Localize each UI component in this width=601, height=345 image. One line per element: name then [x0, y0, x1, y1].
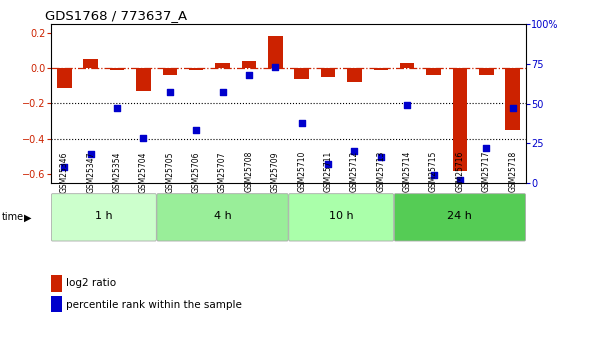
- Point: [59, 164, 69, 170]
- Point: [165, 90, 175, 95]
- Text: 4 h: 4 h: [214, 211, 231, 221]
- Bar: [505, 68, 520, 130]
- Bar: [294, 68, 309, 79]
- Text: GSM25706: GSM25706: [192, 151, 201, 193]
- Bar: [57, 68, 72, 88]
- Text: GSM25711: GSM25711: [323, 151, 332, 192]
- Point: [244, 72, 254, 78]
- Point: [429, 172, 438, 178]
- Point: [270, 64, 280, 70]
- Text: GSM25705: GSM25705: [165, 151, 174, 193]
- Bar: [136, 68, 151, 91]
- Bar: [242, 61, 256, 68]
- Text: GSM25717: GSM25717: [482, 151, 491, 193]
- Text: GSM25713: GSM25713: [376, 151, 385, 193]
- Text: GSM25708: GSM25708: [245, 151, 254, 193]
- FancyBboxPatch shape: [288, 194, 394, 241]
- Bar: [426, 68, 441, 75]
- FancyBboxPatch shape: [157, 194, 288, 241]
- Text: GSM25712: GSM25712: [350, 151, 359, 192]
- FancyBboxPatch shape: [394, 194, 526, 241]
- Bar: [321, 68, 335, 77]
- Text: percentile rank within the sample: percentile rank within the sample: [66, 300, 242, 310]
- Point: [376, 155, 386, 160]
- Text: GSM25704: GSM25704: [139, 151, 148, 193]
- Text: 10 h: 10 h: [329, 211, 353, 221]
- Point: [86, 151, 96, 157]
- Bar: [189, 68, 203, 70]
- Text: time: time: [2, 213, 24, 222]
- Text: 24 h: 24 h: [448, 211, 472, 221]
- Point: [218, 90, 227, 95]
- Bar: [453, 68, 467, 170]
- Bar: [479, 68, 493, 75]
- Text: GDS1768 / 773637_A: GDS1768 / 773637_A: [45, 9, 187, 22]
- Point: [191, 128, 201, 133]
- Text: GSM25707: GSM25707: [218, 151, 227, 193]
- Text: GSM25347: GSM25347: [86, 151, 95, 193]
- Text: GSM25354: GSM25354: [112, 151, 121, 193]
- Bar: [215, 63, 230, 68]
- Point: [350, 148, 359, 154]
- Bar: [374, 68, 388, 70]
- FancyBboxPatch shape: [51, 194, 156, 241]
- Point: [481, 145, 491, 151]
- Point: [455, 177, 465, 183]
- Bar: [84, 59, 98, 68]
- Text: GSM25709: GSM25709: [271, 151, 280, 193]
- Text: GSM25715: GSM25715: [429, 151, 438, 193]
- Bar: [400, 63, 415, 68]
- Point: [508, 106, 517, 111]
- Point: [403, 102, 412, 108]
- Bar: [110, 68, 124, 70]
- Text: GSM25716: GSM25716: [456, 151, 465, 193]
- Text: GSM25714: GSM25714: [403, 151, 412, 193]
- Bar: [162, 68, 177, 75]
- Text: log2 ratio: log2 ratio: [66, 278, 116, 288]
- Point: [112, 106, 122, 111]
- Text: 1 h: 1 h: [95, 211, 112, 221]
- Text: GSM25718: GSM25718: [508, 151, 517, 192]
- Text: GSM25346: GSM25346: [59, 151, 69, 193]
- Text: GSM25710: GSM25710: [297, 151, 306, 193]
- Point: [297, 120, 307, 125]
- Bar: [268, 37, 282, 68]
- Point: [139, 136, 148, 141]
- Text: ▶: ▶: [24, 213, 31, 222]
- Bar: [347, 68, 362, 82]
- Point: [323, 161, 333, 167]
